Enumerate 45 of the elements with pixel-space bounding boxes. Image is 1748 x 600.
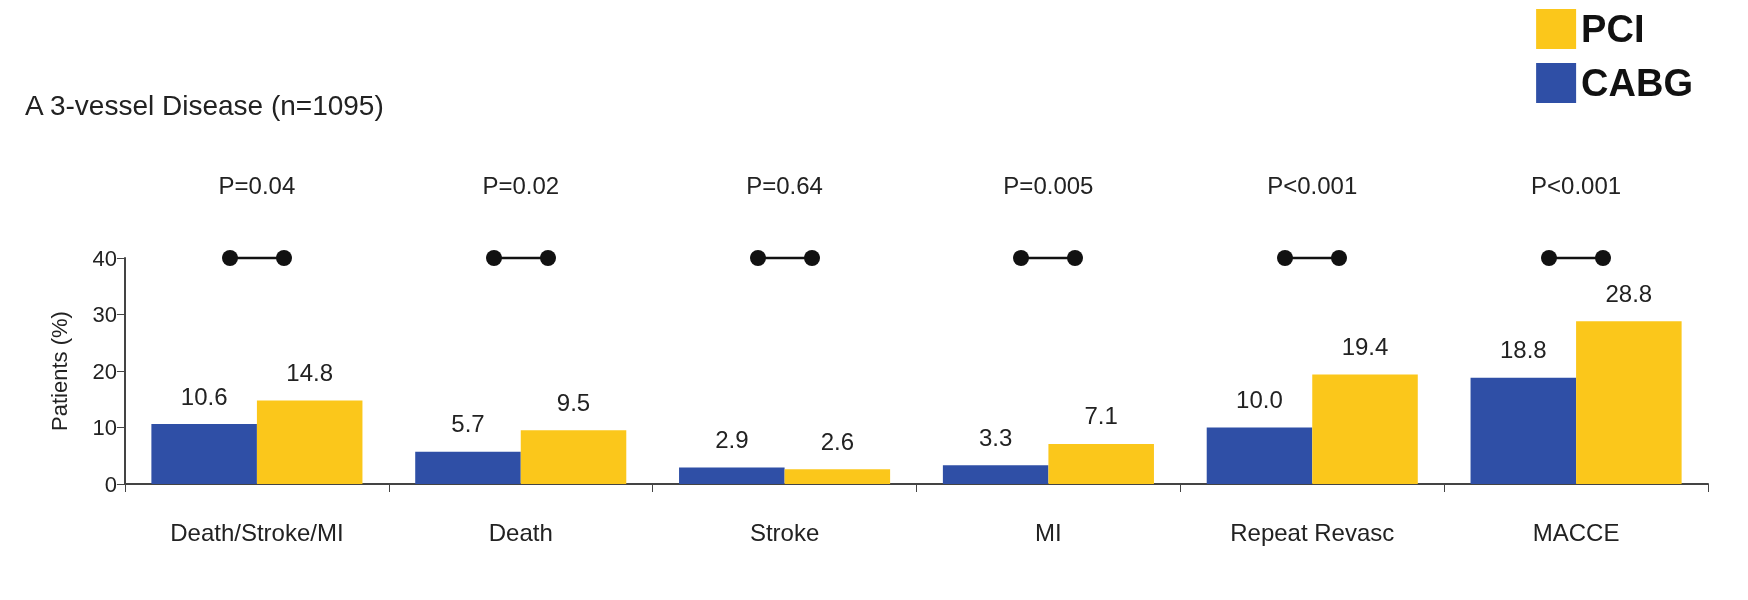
data-label: 2.9	[715, 426, 749, 454]
bar	[1206, 427, 1313, 484]
bar	[256, 400, 363, 484]
data-label: 14.8	[286, 358, 334, 386]
y-tick-label: 40	[92, 245, 117, 271]
text: P<0.001	[1530, 172, 1623, 200]
legend-label: PCI	[1581, 8, 1645, 50]
text: P=0.64	[745, 172, 824, 200]
x-tick-label: Death	[488, 518, 553, 546]
bar	[784, 469, 891, 484]
bar	[151, 424, 257, 484]
y-tick-label: 10	[92, 415, 117, 440]
data-label: 2.6	[820, 427, 855, 455]
x-tick-label: MI	[1035, 518, 1062, 546]
data-label: 5.7	[451, 410, 485, 438]
text: P=0.02	[481, 172, 561, 200]
x-tick-label: Death/Stroke/MI	[170, 518, 344, 546]
legend-label: CABG	[1581, 62, 1694, 104]
bar	[1470, 377, 1577, 484]
x-tick-label: MACCE	[1532, 518, 1620, 546]
bar	[1576, 321, 1682, 484]
x-tick-label: Repeat Revasc	[1230, 518, 1395, 546]
bar	[679, 467, 785, 484]
y-tick-label: 0	[104, 471, 117, 497]
data-label: 19.4	[1341, 332, 1389, 360]
data-label: 3.3	[978, 423, 1013, 451]
bar	[520, 430, 627, 484]
x-tick-label: Stroke	[749, 518, 820, 546]
data-label: 10.6	[180, 382, 228, 410]
data-label: 9.5	[556, 388, 591, 416]
bar	[1048, 443, 1154, 484]
data-label: 7.1	[1084, 402, 1118, 430]
data-label: 18.8	[1499, 336, 1547, 364]
bar	[415, 451, 521, 484]
data-label: 28.8	[1605, 279, 1653, 307]
data-label: 10.0	[1236, 386, 1283, 413]
text: P<0.001	[1266, 172, 1359, 200]
y-tick-label: 20	[92, 358, 117, 384]
bar	[1312, 374, 1418, 484]
text: P=0.005	[1002, 172, 1095, 200]
y-axis-title: Patients (%)	[46, 311, 72, 431]
bar	[942, 465, 1049, 484]
text: P=0.04	[217, 172, 297, 200]
chart-title: A 3-vessel Disease (n=1095)	[25, 89, 384, 121]
y-tick-label: 30	[92, 302, 117, 327]
